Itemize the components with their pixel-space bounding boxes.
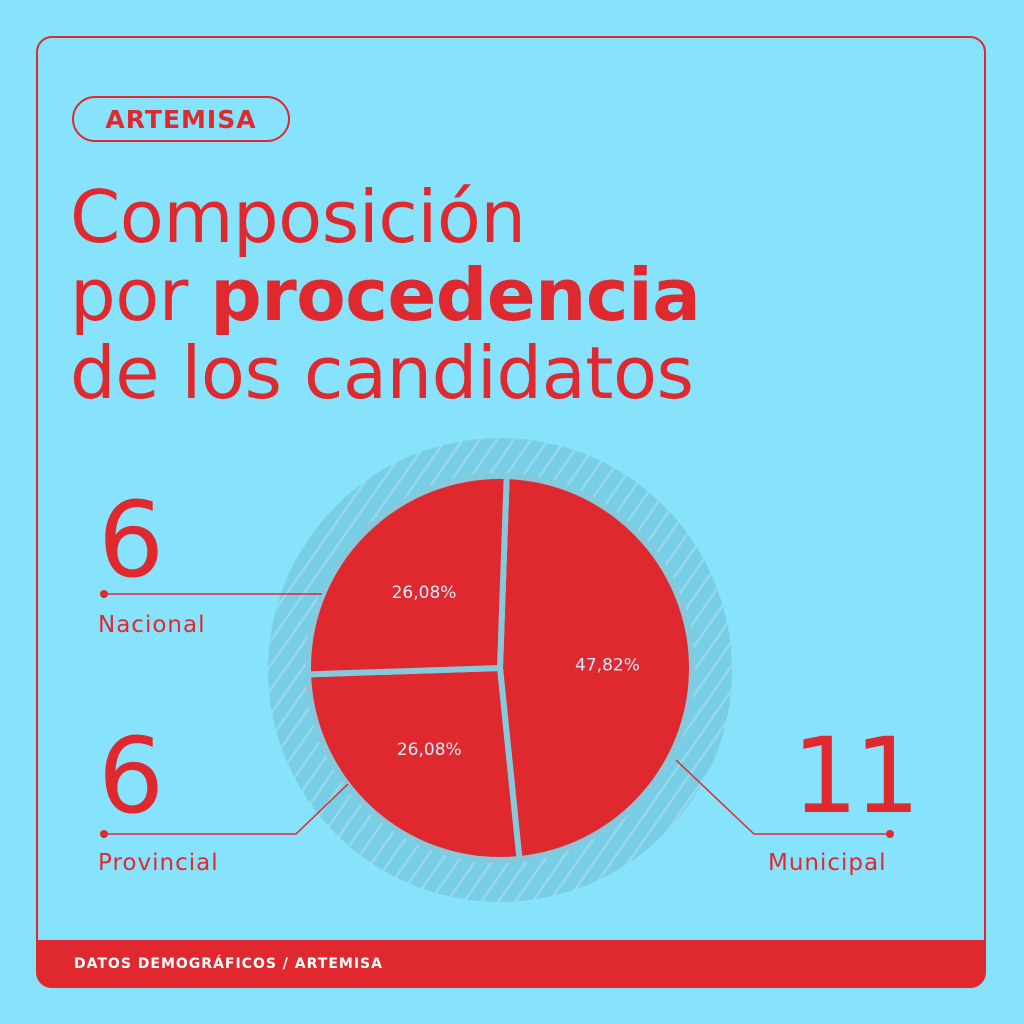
title-line-2-prefix: por [70, 253, 188, 337]
pie-slice-municipal [497, 473, 695, 863]
nacional-count: 6 [98, 479, 164, 601]
title-line-2: por procedencia [70, 253, 701, 337]
leader-dot-provincial [100, 830, 108, 838]
page-title: Composición por procedencia de los candi… [70, 175, 701, 415]
footer-text: DATOS DEMOGRÁFICOS / ARTEMISA [74, 956, 383, 972]
provincial-label: Provincial [98, 850, 219, 876]
leader-line-provincial [104, 783, 349, 835]
municipal-count: 11 [792, 715, 920, 837]
footer-bar: DATOS DEMOGRÁFICOS / ARTEMISA [36, 940, 986, 988]
region-tag: ARTEMISA [72, 96, 290, 142]
pie-label-provincial: 26,08% [397, 740, 462, 760]
pie-slice-nacional [305, 473, 510, 678]
pie-slice-provincial [305, 665, 523, 863]
title-line-2-bold: procedencia [210, 253, 701, 337]
pie-label-municipal: 47,82% [575, 655, 640, 675]
title-line-3: de los candidatos [70, 331, 694, 415]
leader-dot-nacional [100, 590, 108, 598]
leader-dot-municipal [886, 830, 894, 838]
title-line-1: Composición [70, 175, 526, 259]
pie-label-nacional: 26,08% [392, 583, 457, 603]
provincial-count: 6 [98, 715, 164, 837]
municipal-label: Municipal [768, 850, 887, 876]
nacional-label: Nacional [98, 612, 206, 638]
leader-line-municipal [675, 759, 890, 835]
